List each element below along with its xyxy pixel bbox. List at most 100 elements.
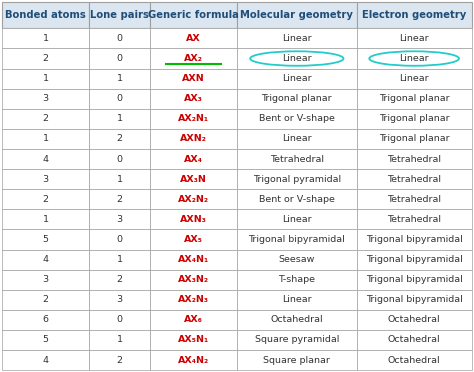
Bar (2, 48, 89, 68)
Text: Tetrahedral: Tetrahedral (387, 215, 441, 224)
Bar (89, 89, 150, 109)
Bar (89, 330, 150, 350)
Text: Octahedral: Octahedral (388, 336, 440, 344)
Bar (356, 149, 472, 169)
Text: AX₂N₁: AX₂N₁ (178, 114, 209, 124)
Text: AX₃N₂: AX₃N₂ (178, 275, 209, 284)
Text: Electron geometry: Electron geometry (362, 10, 466, 20)
Text: Octahedral: Octahedral (388, 356, 440, 365)
Bar (237, 89, 356, 109)
Text: 3: 3 (117, 215, 123, 224)
Text: Linear: Linear (399, 34, 429, 43)
Text: AX₂N₃: AX₂N₃ (178, 295, 209, 304)
Bar (150, 290, 237, 310)
Bar (356, 350, 472, 370)
Bar (89, 209, 150, 230)
Bar (89, 250, 150, 270)
Bar (237, 2, 356, 28)
Bar (89, 149, 150, 169)
Text: AX₂N₂: AX₂N₂ (178, 195, 209, 204)
Text: Linear: Linear (282, 215, 311, 224)
Text: 1: 1 (117, 255, 123, 264)
Bar (2, 68, 89, 89)
Bar (89, 310, 150, 330)
Bar (237, 230, 356, 250)
Text: 3: 3 (43, 275, 49, 284)
Text: 0: 0 (117, 235, 123, 244)
Text: 3: 3 (117, 295, 123, 304)
Text: Linear: Linear (282, 134, 311, 144)
Bar (2, 89, 89, 109)
Bar (89, 109, 150, 129)
Text: Trigonal bipyramidal: Trigonal bipyramidal (366, 235, 463, 244)
Bar (89, 270, 150, 290)
Text: AX₄N₂: AX₄N₂ (178, 356, 209, 365)
Text: AX₂: AX₂ (184, 54, 203, 63)
Text: 4: 4 (43, 356, 49, 365)
Bar (356, 270, 472, 290)
Text: Tetrahedral: Tetrahedral (387, 175, 441, 184)
Bar (356, 290, 472, 310)
Text: Tetrahedral: Tetrahedral (270, 154, 324, 164)
Bar (237, 330, 356, 350)
Bar (150, 270, 237, 290)
Bar (237, 350, 356, 370)
Bar (150, 109, 237, 129)
Text: Tetrahedral: Tetrahedral (387, 154, 441, 164)
Text: Trigonal bipyramidal: Trigonal bipyramidal (248, 235, 345, 244)
Text: 2: 2 (43, 54, 49, 63)
Bar (150, 2, 237, 28)
Bar (89, 169, 150, 189)
Bar (2, 310, 89, 330)
Bar (2, 109, 89, 129)
Text: 0: 0 (117, 54, 123, 63)
Bar (356, 330, 472, 350)
Text: 1: 1 (117, 336, 123, 344)
Text: Linear: Linear (282, 74, 311, 83)
Text: T-shape: T-shape (278, 275, 315, 284)
Bar (2, 350, 89, 370)
Bar (2, 250, 89, 270)
Bar (150, 209, 237, 230)
Bar (356, 109, 472, 129)
Text: Linear: Linear (399, 74, 429, 83)
Bar (2, 209, 89, 230)
Bar (237, 109, 356, 129)
Text: Trigonal bipyramidal: Trigonal bipyramidal (366, 255, 463, 264)
Text: 2: 2 (117, 356, 123, 365)
Bar (356, 28, 472, 48)
Bar (237, 68, 356, 89)
Bar (2, 290, 89, 310)
Text: 3: 3 (43, 94, 49, 103)
Bar (89, 350, 150, 370)
Bar (150, 169, 237, 189)
Bar (2, 189, 89, 209)
Bar (356, 89, 472, 109)
Text: 2: 2 (117, 195, 123, 204)
Text: Seesaw: Seesaw (279, 255, 315, 264)
Bar (2, 169, 89, 189)
Text: 1: 1 (43, 34, 49, 43)
Text: 2: 2 (43, 114, 49, 124)
Bar (2, 129, 89, 149)
Text: 2: 2 (43, 195, 49, 204)
Text: 1: 1 (43, 134, 49, 144)
Text: Trigonal planar: Trigonal planar (379, 134, 449, 144)
Text: Trigonal planar: Trigonal planar (262, 94, 332, 103)
Text: Linear: Linear (282, 295, 311, 304)
Text: AX₄: AX₄ (184, 154, 203, 164)
Bar (89, 189, 150, 209)
Text: 1: 1 (43, 215, 49, 224)
Text: 0: 0 (117, 154, 123, 164)
Text: 5: 5 (43, 336, 49, 344)
Text: 2: 2 (117, 134, 123, 144)
Text: Trigonal bipyramidal: Trigonal bipyramidal (366, 275, 463, 284)
Text: Trigonal bipyramidal: Trigonal bipyramidal (366, 295, 463, 304)
Text: Octahedral: Octahedral (388, 315, 440, 324)
Bar (2, 149, 89, 169)
Bar (2, 28, 89, 48)
Bar (150, 48, 237, 68)
Bar (237, 48, 356, 68)
Text: AX₃N: AX₃N (180, 175, 207, 184)
Text: AX: AX (186, 34, 201, 43)
